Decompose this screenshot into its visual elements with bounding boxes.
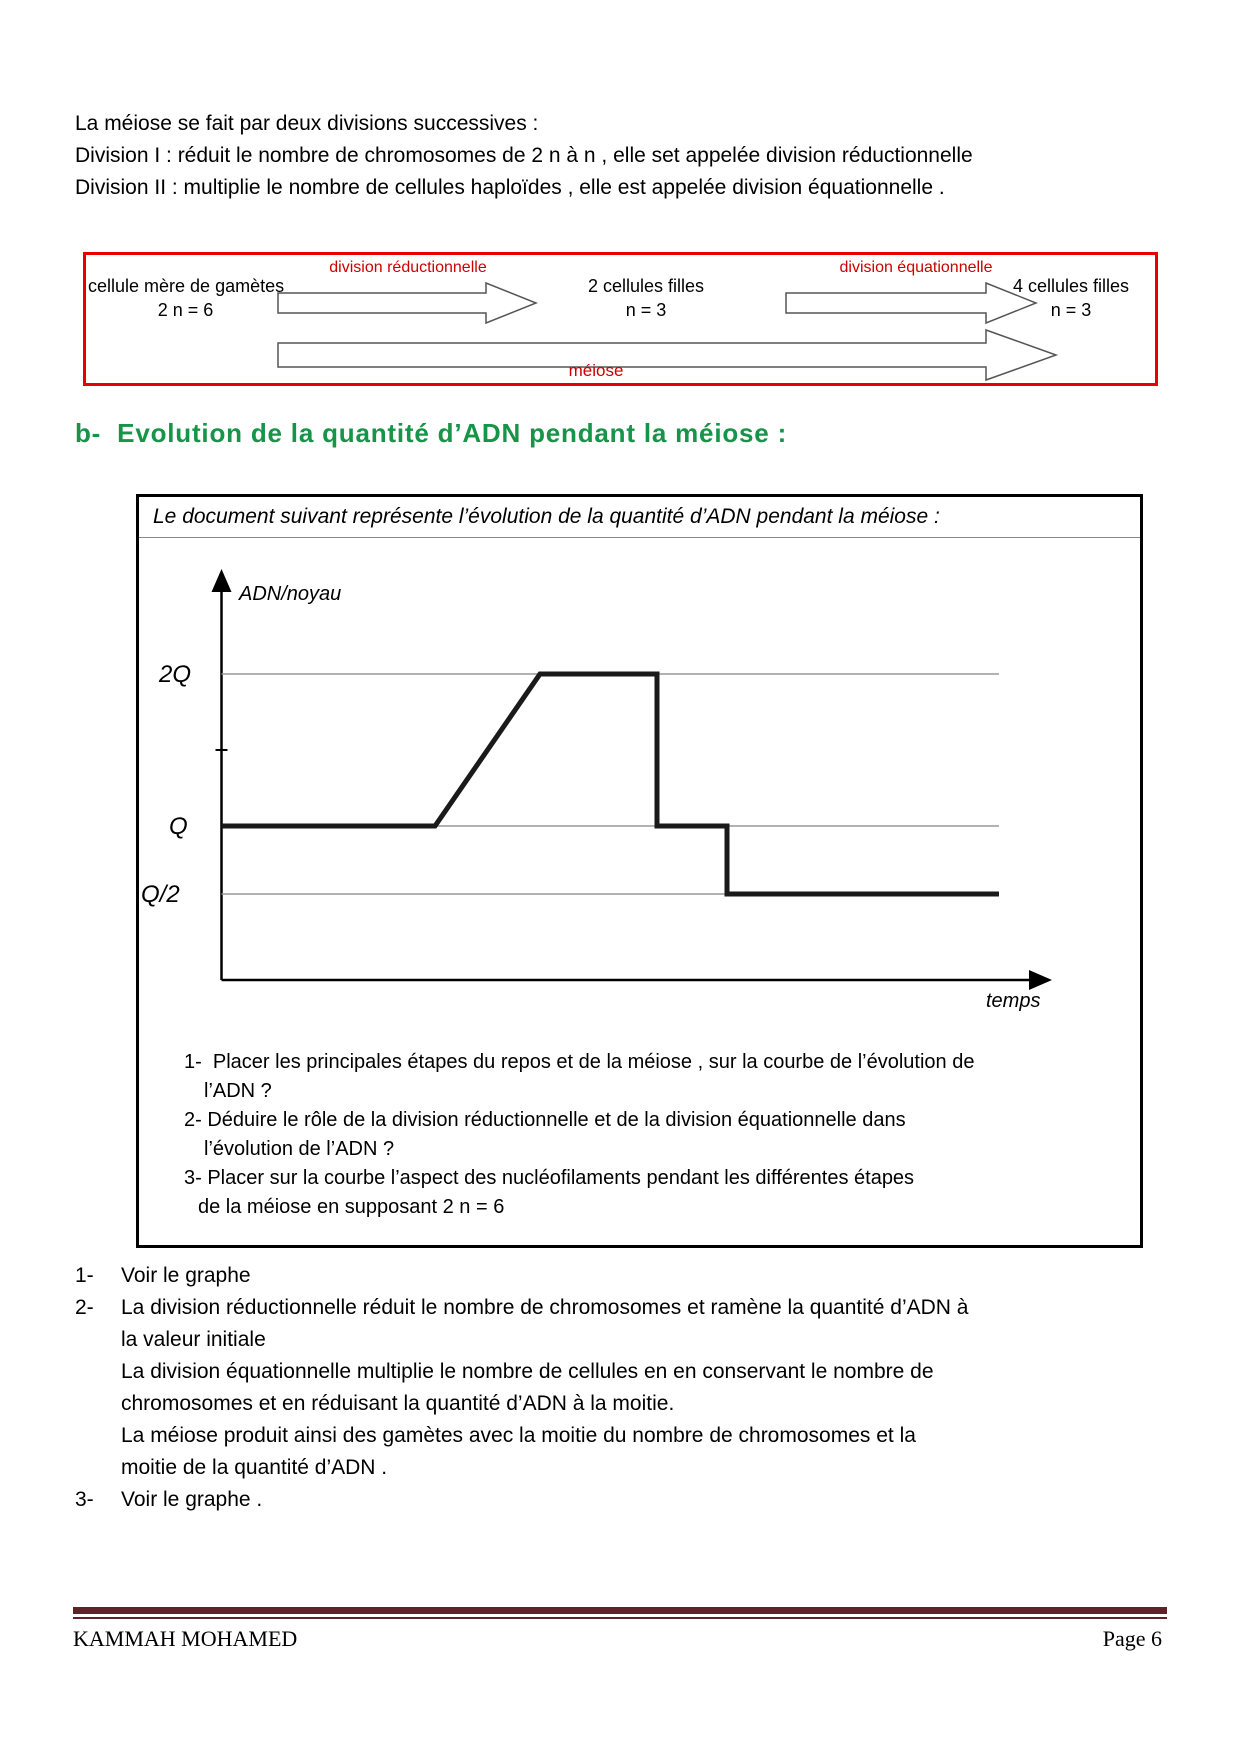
svg-text:ADN/noyau: ADN/noyau xyxy=(238,583,341,605)
svg-text:Q/2: Q/2 xyxy=(141,881,180,908)
svg-text:Q: Q xyxy=(169,813,188,840)
svg-text:2Q: 2Q xyxy=(158,661,191,688)
svg-text:temps: temps xyxy=(986,990,1040,1012)
